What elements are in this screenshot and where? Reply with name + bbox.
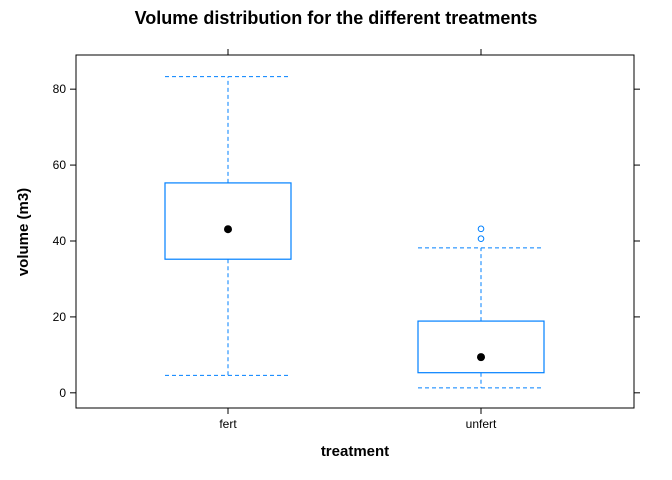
y-tick-label: 60: [53, 158, 67, 172]
y-tick-label: 80: [53, 82, 67, 96]
y-tick-label: 40: [53, 234, 67, 248]
plot-frame: [75, 54, 635, 409]
y-tick-label: 20: [53, 310, 67, 324]
box-iqr: [164, 182, 292, 260]
outlier-point: [477, 225, 485, 233]
x-axis-ticks: fert unfert: [219, 49, 497, 431]
median-dot: [224, 225, 232, 234]
x-axis-title: treatment: [321, 443, 389, 460]
y-axis-title: volume (m3): [15, 188, 32, 276]
outlier-point: [477, 235, 485, 243]
box-group-fert: [164, 76, 292, 376]
median-dot: [477, 353, 485, 362]
y-axis-ticks: 0 20 40 60 80: [53, 82, 640, 400]
box-group-unfert: [417, 225, 545, 389]
box-series: [164, 76, 545, 389]
y-tick-label: 0: [59, 386, 66, 400]
box-iqr: [417, 320, 545, 374]
chart-title: Volume distribution for the different tr…: [135, 8, 538, 28]
x-tick-label-fert: fert: [219, 417, 237, 431]
x-tick-label-unfert: unfert: [466, 417, 497, 431]
